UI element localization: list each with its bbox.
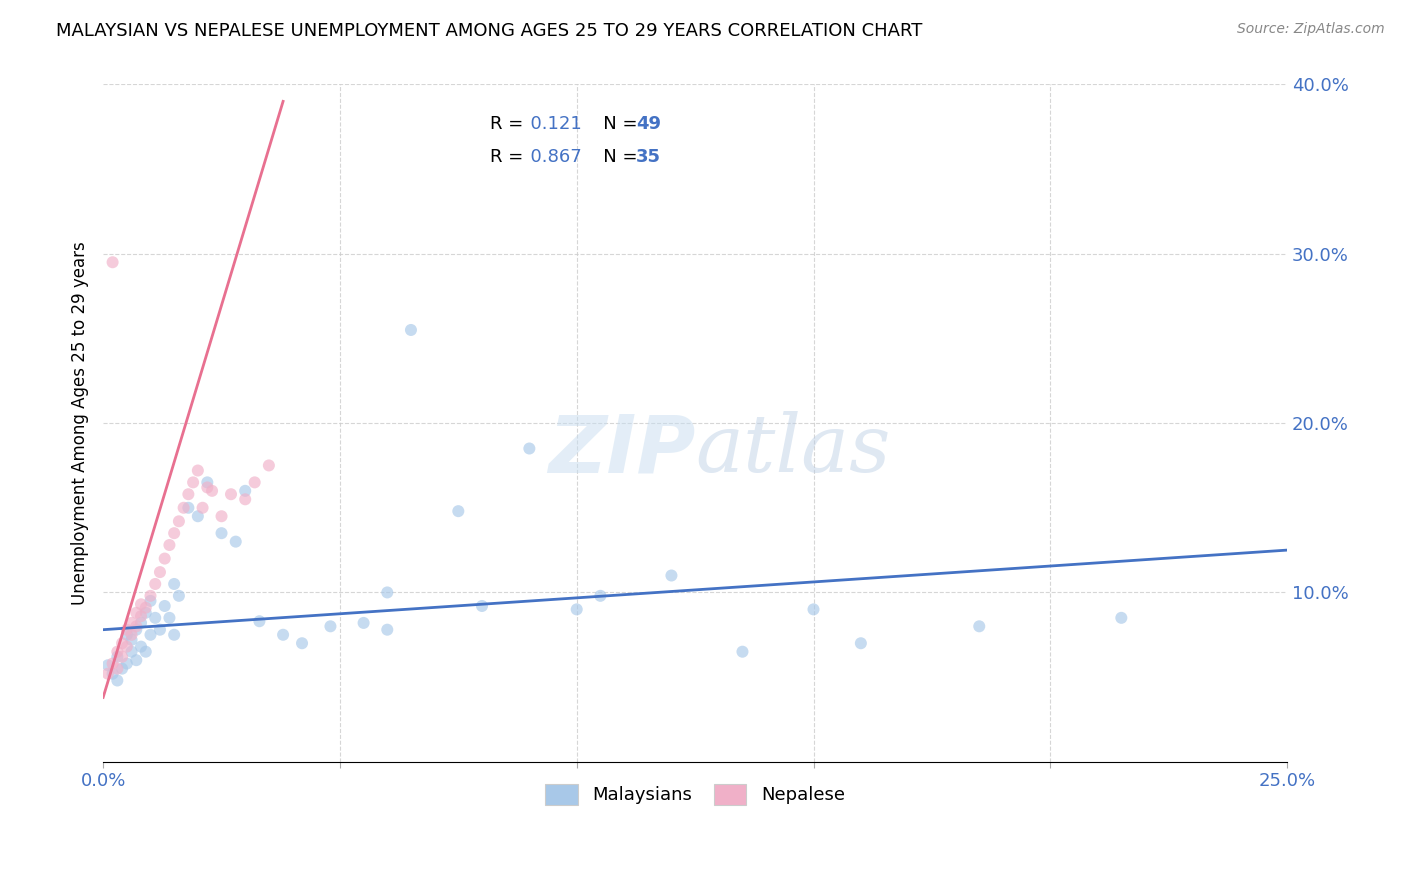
Point bbox=[105, 649, 128, 664]
Point bbox=[181, 475, 204, 490]
Point bbox=[101, 666, 124, 681]
Point bbox=[201, 483, 224, 498]
Text: 0.867: 0.867 bbox=[519, 148, 582, 166]
Legend: Malaysians, Nepalese: Malaysians, Nepalese bbox=[536, 775, 853, 814]
Point bbox=[233, 492, 256, 507]
Point bbox=[163, 577, 186, 591]
Point bbox=[187, 509, 209, 524]
Point bbox=[121, 628, 143, 642]
Text: Source: ZipAtlas.com: Source: ZipAtlas.com bbox=[1237, 22, 1385, 37]
Point bbox=[135, 600, 157, 615]
Point bbox=[159, 611, 181, 625]
Text: 35: 35 bbox=[636, 148, 661, 166]
Point bbox=[589, 589, 612, 603]
Point bbox=[291, 636, 314, 650]
Text: MALAYSIAN VS NEPALESE UNEMPLOYMENT AMONG AGES 25 TO 29 YEARS CORRELATION CHART: MALAYSIAN VS NEPALESE UNEMPLOYMENT AMONG… bbox=[56, 22, 922, 40]
Point bbox=[149, 565, 172, 579]
Point bbox=[177, 500, 200, 515]
Point bbox=[967, 619, 990, 633]
Point bbox=[195, 475, 218, 490]
Point bbox=[471, 599, 494, 613]
Point bbox=[125, 653, 148, 667]
Point bbox=[125, 619, 148, 633]
Text: atlas: atlas bbox=[695, 411, 890, 489]
Point bbox=[101, 657, 124, 671]
Point bbox=[219, 487, 242, 501]
Point bbox=[249, 614, 271, 628]
Point bbox=[121, 632, 143, 647]
Point bbox=[517, 442, 540, 456]
Point bbox=[849, 636, 872, 650]
Point bbox=[803, 602, 825, 616]
Y-axis label: Unemployment Among Ages 25 to 29 years: Unemployment Among Ages 25 to 29 years bbox=[72, 241, 89, 605]
Text: R =: R = bbox=[491, 148, 529, 166]
Point bbox=[129, 615, 152, 630]
Point bbox=[143, 577, 166, 591]
Point bbox=[153, 551, 176, 566]
Point bbox=[125, 623, 148, 637]
Text: ZIP: ZIP bbox=[548, 411, 695, 489]
Point bbox=[135, 606, 157, 620]
Point bbox=[399, 323, 422, 337]
Point bbox=[125, 606, 148, 620]
Point bbox=[257, 458, 280, 473]
Point bbox=[139, 594, 162, 608]
Point bbox=[121, 615, 143, 630]
Point bbox=[163, 628, 186, 642]
Point bbox=[163, 526, 186, 541]
Point bbox=[129, 640, 152, 654]
Point bbox=[111, 662, 134, 676]
Text: R =: R = bbox=[491, 115, 529, 133]
Point bbox=[129, 609, 152, 624]
Point bbox=[135, 645, 157, 659]
Point bbox=[1111, 611, 1133, 625]
Point bbox=[173, 500, 195, 515]
Point bbox=[111, 636, 134, 650]
Point bbox=[731, 645, 754, 659]
Point bbox=[121, 645, 143, 659]
Point bbox=[153, 599, 176, 613]
Point bbox=[143, 611, 166, 625]
Point bbox=[565, 602, 588, 616]
Point bbox=[111, 649, 134, 664]
Point bbox=[447, 504, 470, 518]
Text: 0.121: 0.121 bbox=[519, 115, 582, 133]
Point bbox=[105, 673, 128, 688]
Point bbox=[375, 585, 398, 599]
Point bbox=[211, 526, 233, 541]
Point bbox=[139, 628, 162, 642]
Point bbox=[187, 463, 209, 477]
Point bbox=[115, 628, 138, 642]
Point bbox=[661, 568, 683, 582]
Point bbox=[191, 500, 214, 515]
Point bbox=[159, 538, 181, 552]
Point bbox=[243, 475, 266, 490]
Point bbox=[211, 509, 233, 524]
Text: 49: 49 bbox=[636, 115, 661, 133]
Point bbox=[105, 662, 128, 676]
Point bbox=[105, 645, 128, 659]
Point bbox=[353, 615, 375, 630]
Point bbox=[177, 487, 200, 501]
Point bbox=[97, 666, 120, 681]
Point bbox=[225, 534, 247, 549]
Point bbox=[115, 623, 138, 637]
Point bbox=[167, 514, 190, 528]
Point bbox=[149, 623, 172, 637]
Point bbox=[233, 483, 256, 498]
Point bbox=[97, 658, 120, 673]
Point bbox=[129, 597, 152, 611]
Point bbox=[101, 255, 124, 269]
Point bbox=[139, 589, 162, 603]
Point bbox=[115, 640, 138, 654]
Point bbox=[375, 623, 398, 637]
Text: N =: N = bbox=[586, 115, 644, 133]
Point bbox=[167, 589, 190, 603]
Point bbox=[115, 657, 138, 671]
Point bbox=[319, 619, 342, 633]
Text: N =: N = bbox=[586, 148, 644, 166]
Point bbox=[195, 480, 218, 494]
Point bbox=[271, 628, 294, 642]
